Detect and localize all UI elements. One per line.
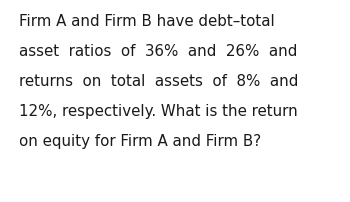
- Text: asset  ratios  of  36%  and  26%  and: asset ratios of 36% and 26% and: [19, 44, 298, 59]
- Text: returns  on  total  assets  of  8%  and: returns on total assets of 8% and: [19, 74, 299, 89]
- Text: on equity for Firm A and Firm B?: on equity for Firm A and Firm B?: [19, 134, 261, 149]
- Text: 12%, respectively. What is the return: 12%, respectively. What is the return: [19, 104, 298, 119]
- Text: Firm A and Firm B have debt–total: Firm A and Firm B have debt–total: [19, 14, 275, 29]
